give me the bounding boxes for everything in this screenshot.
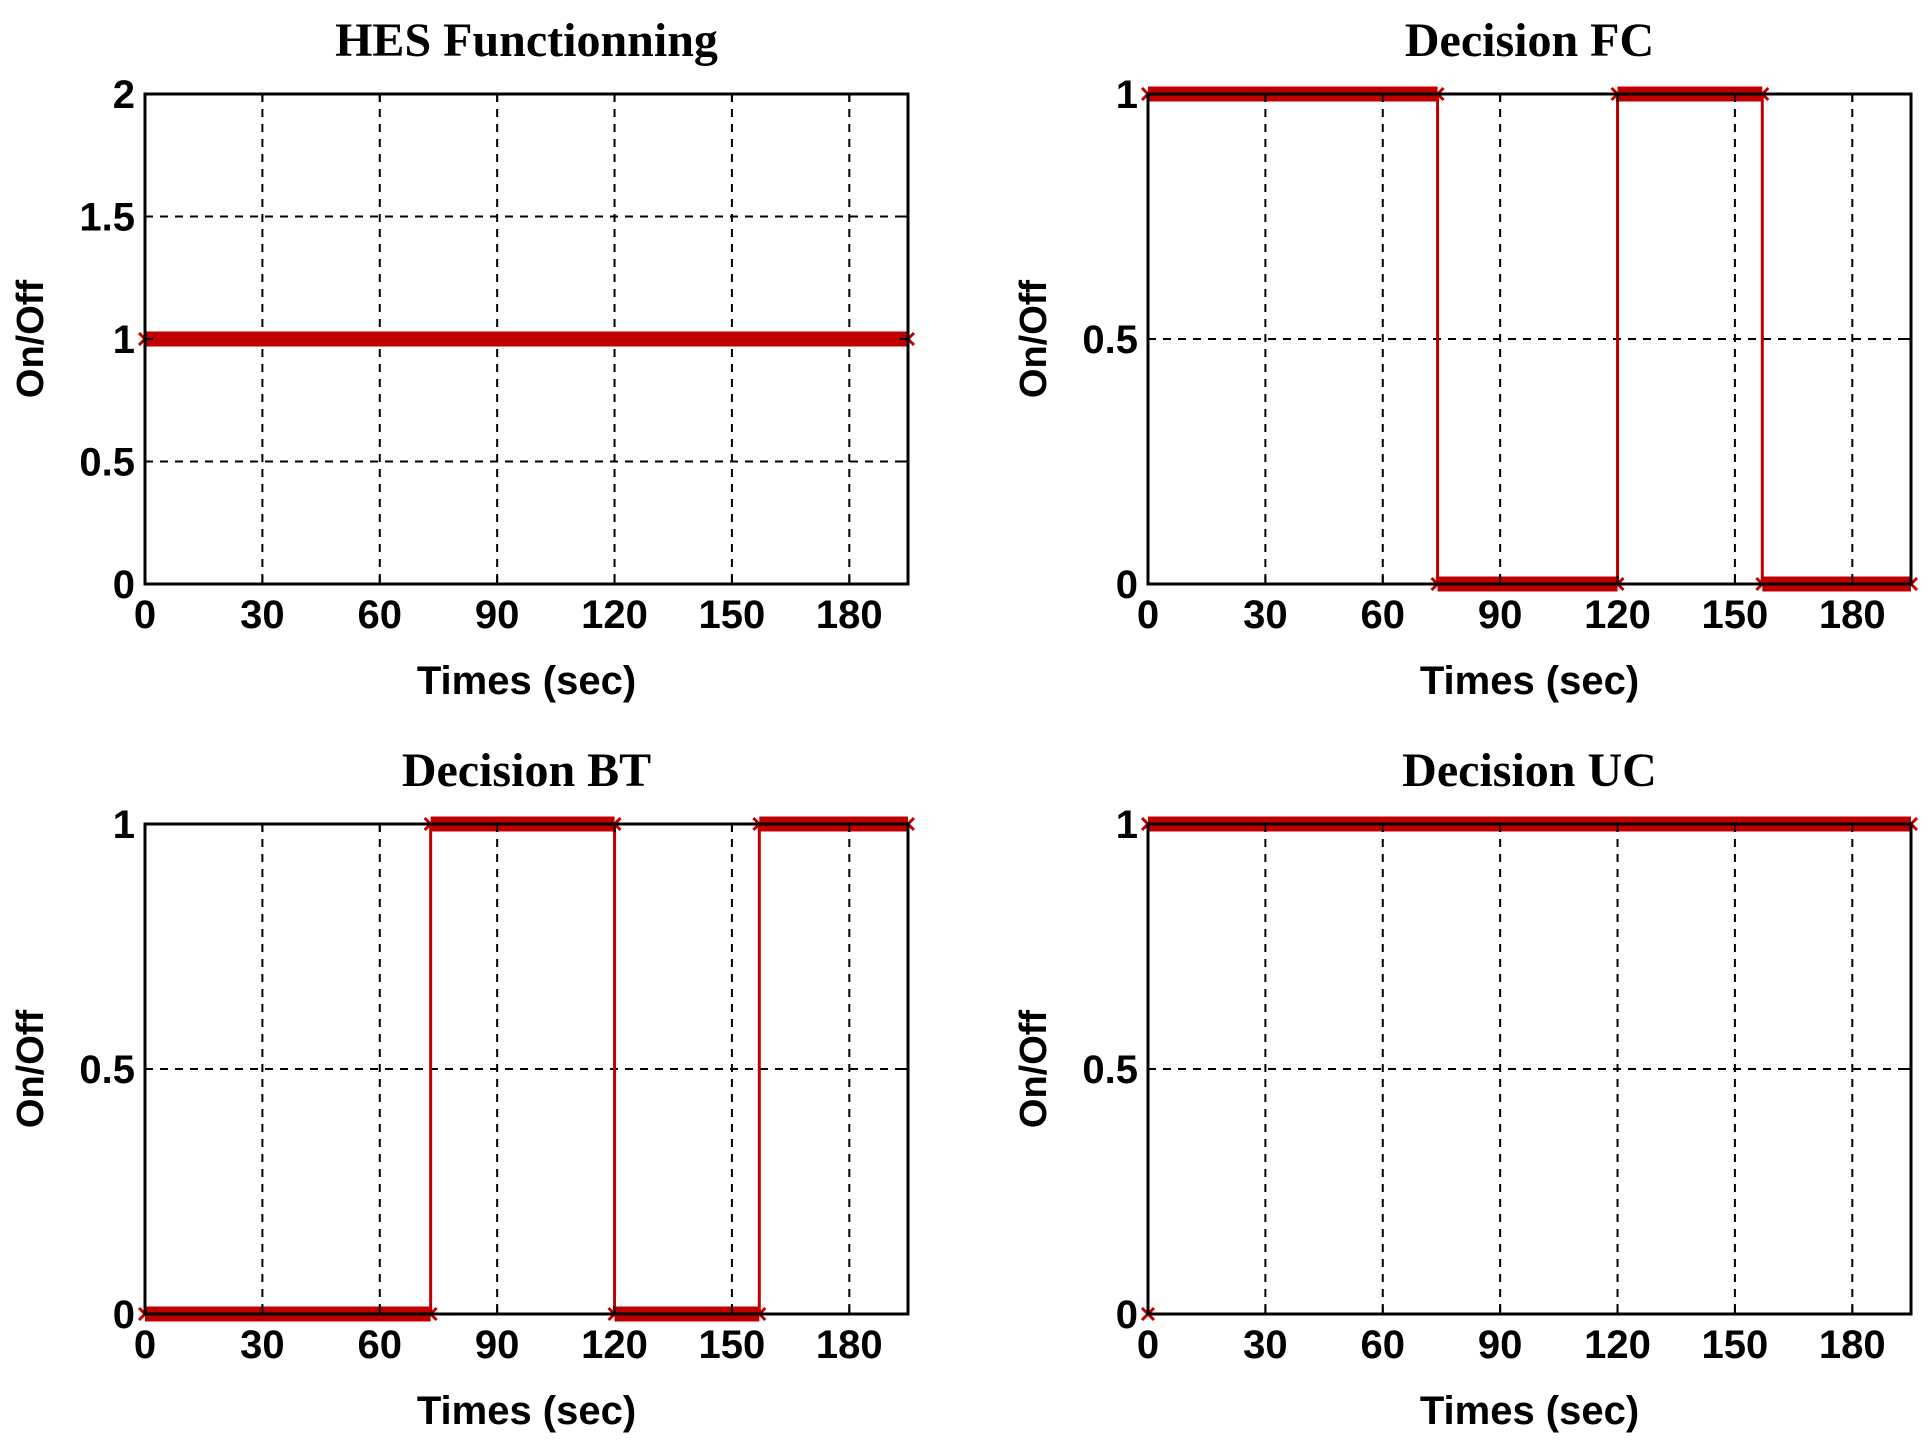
- y-tick-label: 0: [1116, 563, 1138, 607]
- x-tick-label: 90: [1478, 1323, 1523, 1367]
- x-tick-label: 60: [358, 1323, 403, 1367]
- y-tick-label: 0: [113, 563, 135, 607]
- y-tick-label: 1: [113, 318, 135, 362]
- x-tick-label: 150: [1702, 1323, 1769, 1367]
- y-tick-label: 0: [1116, 1293, 1138, 1337]
- y-tick-label: 0.5: [1082, 318, 1138, 362]
- x-tick-label: 150: [699, 1323, 766, 1367]
- y-tick-label: 0.5: [1082, 1048, 1138, 1092]
- x-axis-label: Times (sec): [417, 659, 636, 703]
- x-tick-label: 180: [1819, 593, 1886, 637]
- x-tick-label: 0: [134, 593, 156, 637]
- x-tick-label: 120: [581, 593, 648, 637]
- panel-decision-fc: 0 30 60 90 120 150 180 0 0.5 1 Decision FC Times (s…: [1013, 14, 1919, 703]
- x-tick-label: 60: [1361, 593, 1406, 637]
- chart-title: Decision BT: [402, 744, 651, 797]
- y-axis-label: On/Off: [1013, 280, 1055, 399]
- x-tick-label: 180: [816, 593, 883, 637]
- y-axis-label: On/Off: [10, 1010, 52, 1129]
- y-tick-label: 1: [1116, 803, 1138, 847]
- series-line-bt: [145, 822, 908, 1316]
- x-tick-label: 90: [475, 1323, 520, 1367]
- series-line-fc: [1148, 92, 1911, 586]
- x-tick-label: 150: [699, 593, 766, 637]
- x-tick-label: 150: [1702, 593, 1769, 637]
- x-tick-label: 120: [1584, 593, 1651, 637]
- panel-hes-functionning: 0 30 60 90 120 150 180 0 0.5 1 1.5 2 HES Functionnin…: [10, 14, 916, 703]
- y-tick-label: 1.5: [79, 196, 135, 240]
- y-tick-label: 0: [113, 1293, 135, 1337]
- x-tick-label: 90: [1478, 593, 1523, 637]
- x-tick-label: 120: [581, 1323, 648, 1367]
- x-axis-label: Times (sec): [1420, 1389, 1639, 1433]
- y-tick-label: 0.5: [79, 1048, 135, 1092]
- x-tick-label: 120: [1584, 1323, 1651, 1367]
- y-tick-label: 2: [113, 73, 135, 117]
- x-tick-label: 0: [1137, 593, 1159, 637]
- y-tick-label: 1: [113, 803, 135, 847]
- x-tick-label: 0: [1137, 1323, 1159, 1367]
- chart-title: HES Functionning: [335, 14, 718, 67]
- x-tick-label: 60: [1361, 1323, 1406, 1367]
- x-tick-label: 180: [1819, 1323, 1886, 1367]
- y-tick-label: 1: [1116, 73, 1138, 117]
- y-axis-label: On/Off: [10, 280, 52, 399]
- x-axis-label: Times (sec): [1420, 659, 1639, 703]
- y-tick-label: 0.5: [79, 441, 135, 485]
- x-tick-label: 0: [134, 1323, 156, 1367]
- panel-decision-bt: 0 30 60 90 120 150 180 0 0.5 1 Decision BT Times (s…: [10, 744, 916, 1433]
- chart-title: Decision UC: [1402, 744, 1657, 797]
- x-tick-label: 60: [358, 593, 403, 637]
- x-axis-label: Times (sec): [417, 1389, 636, 1433]
- chart-title: Decision FC: [1405, 14, 1654, 67]
- y-axis-label: On/Off: [1013, 1010, 1055, 1129]
- x-tick-label: 180: [816, 1323, 883, 1367]
- x-tick-label: 30: [240, 1323, 285, 1367]
- x-tick-label: 30: [1243, 1323, 1288, 1367]
- x-tick-label: 30: [1243, 593, 1288, 637]
- panel-decision-uc: 0 30 60 90 120 150 180 0 0.5 1 Decision UC Times (s…: [1013, 744, 1919, 1433]
- x-tick-label: 90: [475, 593, 520, 637]
- x-tick-label: 30: [240, 593, 285, 637]
